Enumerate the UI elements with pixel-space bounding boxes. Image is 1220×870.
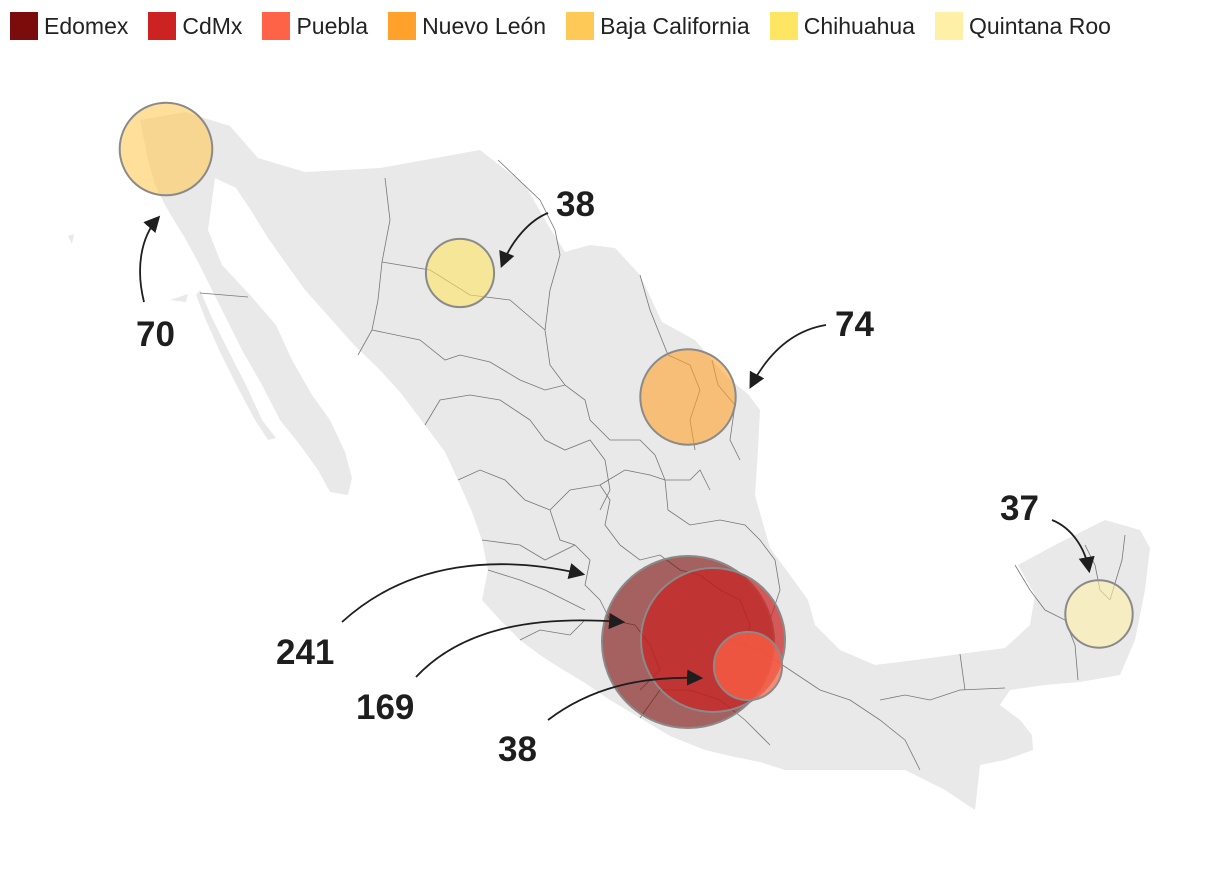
bubbles [118,101,1134,729]
value-labels: 241 169 38 74 70 38 37 [136,185,1039,769]
legend-swatch-chihuahua [769,12,798,40]
value-label-quintana-roo: 37 [1000,489,1039,528]
value-label-edomex: 241 [276,633,334,672]
bubble-baja-california[interactable] [118,101,214,197]
land-shapes [68,112,1150,810]
legend-item-chihuahua[interactable]: Chihuahua [769,12,915,40]
legend-item-baja-california[interactable]: Baja California [566,12,750,40]
value-label-nuevo-leon: 74 [835,305,874,344]
legend-swatch-puebla [262,12,291,40]
legend-item-puebla[interactable]: Puebla [262,12,368,40]
callout-arrows [139,212,1095,721]
bubble-chihuahua[interactable] [424,237,496,309]
legend-label-chihuahua: Chihuahua [803,12,915,39]
arrow-nuevo-leon [749,324,827,389]
legend-item-nuevo-leon[interactable]: Nuevo León [388,12,546,40]
legend-swatch-cdmx [148,12,177,40]
legend-swatch-quintana-roo [934,12,963,40]
arrow-puebla [547,669,704,721]
legend-swatch-nuevo-leon [388,12,417,40]
arrow-chihuahua [499,212,549,269]
value-label-puebla: 38 [498,730,537,769]
bubble-quintana-roo[interactable] [1064,579,1134,649]
legend-swatch-baja-california [566,12,595,40]
arrow-quintana-roo [1051,519,1095,574]
bubble-nuevo-le-n[interactable] [639,348,737,446]
legend-item-quintana-roo[interactable]: Quintana Roo [934,12,1111,40]
legend-label-nuevo-leon: Nuevo León [422,12,547,39]
island [170,294,188,302]
value-label-chihuahua: 38 [556,185,595,224]
legend-item-edomex[interactable]: Edomex [10,12,128,40]
legend-item-cdmx[interactable]: CdMx [148,12,242,40]
bubble-puebla[interactable] [712,630,784,702]
arrow-baja-california [139,215,161,303]
legend-label-puebla: Puebla [296,12,369,39]
legend-label-cdmx: CdMx [182,12,243,39]
value-label-baja-california: 70 [136,315,175,354]
value-label-cdmx: 169 [356,688,414,727]
legend-label-baja-california: Baja California [600,12,750,39]
legend-label-quintana-roo: Quintana Roo [968,12,1111,39]
arrow-edomex [341,563,586,623]
arrow-cdmx [415,612,626,678]
baja-peninsula [196,290,276,440]
legend: Edomex CdMx Puebla Nuevo León Baja Calif… [10,10,1131,42]
legend-swatch-edomex [10,12,38,40]
mexico-mainland [140,112,1150,810]
legend-label-edomex: Edomex [44,12,129,39]
island [68,234,74,244]
